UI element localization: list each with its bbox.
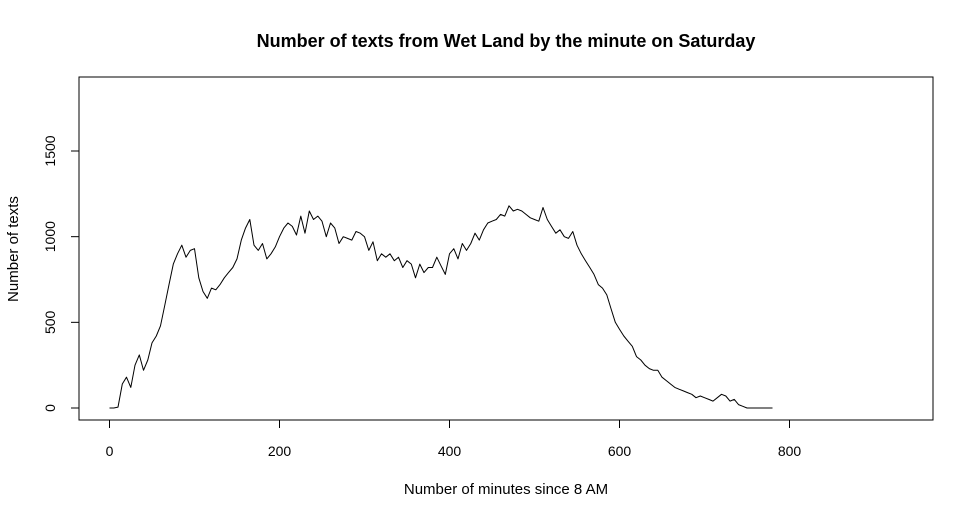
x-tick-label: 0 <box>106 443 114 459</box>
x-tick-label: 800 <box>778 443 802 459</box>
series-line-0 <box>109 205 773 409</box>
plot-frame <box>78 76 934 421</box>
y-tick-label: 1000 <box>42 221 58 252</box>
x-tick-label: 600 <box>608 443 632 459</box>
chart-title: Number of texts from Wet Land by the min… <box>257 31 756 51</box>
y-tick-label: 0 <box>42 404 58 412</box>
x-tick-label: 200 <box>268 443 292 459</box>
x-axis-label: Number of minutes since 8 AM <box>404 481 608 498</box>
x-tick-label: 400 <box>438 443 462 459</box>
x-axis-ticks: 0 200 400 600 800 <box>106 420 802 459</box>
y-tick-label: 1500 <box>42 135 58 166</box>
y-tick-label: 500 <box>42 310 58 334</box>
series-layer <box>109 205 773 409</box>
y-axis-ticks: 0 500 1000 1500 <box>42 135 79 412</box>
y-axis-label: Number of texts <box>5 196 22 302</box>
